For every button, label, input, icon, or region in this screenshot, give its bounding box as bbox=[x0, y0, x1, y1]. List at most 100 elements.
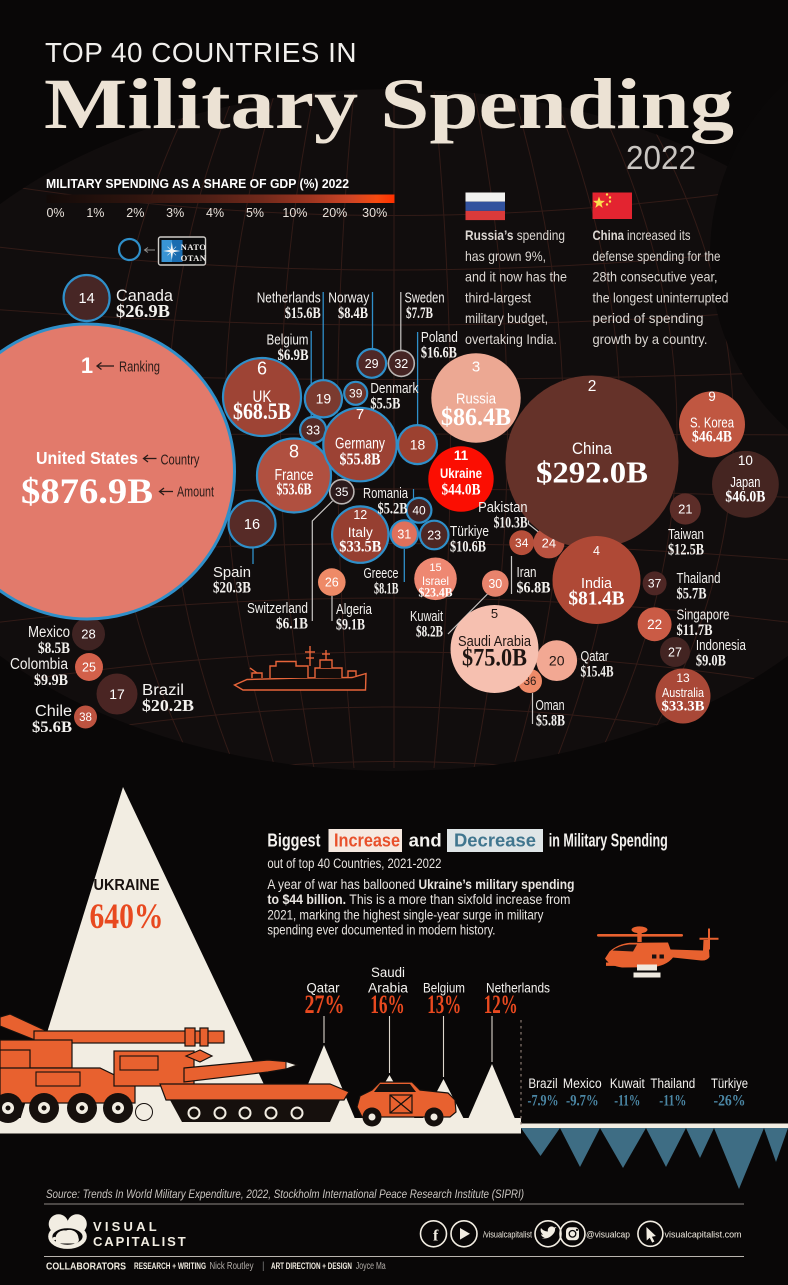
svg-text:COLLABORATORS: COLLABORATORS bbox=[46, 1261, 126, 1273]
svg-text:military budget,: military budget, bbox=[465, 311, 548, 326]
svg-text:12: 12 bbox=[353, 508, 367, 522]
svg-text:Algeria: Algeria bbox=[336, 601, 372, 618]
svg-text:$75.0B: $75.0B bbox=[462, 645, 527, 672]
svg-text:Nick Routley: Nick Routley bbox=[210, 1261, 254, 1272]
svg-text:VISUAL: VISUAL bbox=[93, 1219, 160, 1234]
svg-text:28th consecutive year,: 28th consecutive year, bbox=[593, 270, 718, 285]
svg-text:Türkiye: Türkiye bbox=[711, 1076, 748, 1091]
svg-text:|: | bbox=[262, 1261, 265, 1272]
svg-text:32: 32 bbox=[394, 357, 408, 371]
svg-text:$53.6B: $53.6B bbox=[277, 480, 312, 499]
svg-text:defense spending for the: defense spending for the bbox=[593, 249, 721, 264]
svg-text:37: 37 bbox=[648, 577, 662, 591]
svg-text:$15.4B: $15.4B bbox=[581, 664, 614, 681]
svg-text:36: 36 bbox=[524, 676, 537, 688]
svg-text:27: 27 bbox=[668, 645, 682, 659]
svg-text:$5.8B: $5.8B bbox=[536, 713, 565, 730]
svg-text:-7.9%: -7.9% bbox=[528, 1093, 559, 1110]
svg-text:35: 35 bbox=[335, 485, 349, 499]
svg-text:Switzerland: Switzerland bbox=[247, 600, 308, 617]
svg-text:$6.9B: $6.9B bbox=[278, 347, 309, 364]
svg-text:7: 7 bbox=[356, 406, 364, 423]
svg-text:$33.5B: $33.5B bbox=[339, 539, 381, 556]
svg-text:6: 6 bbox=[257, 359, 267, 379]
svg-text:Netherlands: Netherlands bbox=[257, 290, 321, 307]
svg-text:Türkiye: Türkiye bbox=[450, 523, 489, 540]
svg-text:$6.1B: $6.1B bbox=[276, 616, 308, 633]
svg-text:Saudi: Saudi bbox=[371, 965, 405, 980]
svg-text:France: France bbox=[275, 467, 314, 484]
svg-text:13%: 13% bbox=[427, 990, 461, 1019]
svg-text:1: 1 bbox=[81, 353, 93, 378]
svg-text:$292.0B: $292.0B bbox=[536, 455, 648, 490]
svg-text:$9.0B: $9.0B bbox=[696, 653, 726, 670]
svg-text:10: 10 bbox=[738, 453, 753, 468]
svg-text:TOP 40 COUNTRIES IN: TOP 40 COUNTRIES IN bbox=[45, 37, 357, 68]
svg-text:NATO: NATO bbox=[181, 242, 207, 252]
svg-text:5%: 5% bbox=[246, 206, 264, 220]
svg-text:@visualcap: @visualcap bbox=[586, 1229, 630, 1240]
svg-text:Chile: Chile bbox=[35, 703, 72, 720]
svg-text:Military Spending: Military Spending bbox=[44, 64, 734, 144]
svg-text:ART DIRECTION + DESIGN: ART DIRECTION + DESIGN bbox=[271, 1261, 352, 1272]
svg-text:Poland: Poland bbox=[421, 329, 458, 346]
svg-text:RESEARCH + WRITING: RESEARCH + WRITING bbox=[134, 1261, 206, 1272]
svg-text:$8.4B: $8.4B bbox=[338, 305, 368, 322]
svg-text:30: 30 bbox=[488, 577, 502, 591]
svg-text:1%: 1% bbox=[86, 206, 104, 220]
svg-text:$5.2B: $5.2B bbox=[378, 501, 408, 518]
svg-text:14: 14 bbox=[79, 291, 95, 307]
svg-text:Pakistan: Pakistan bbox=[478, 499, 528, 516]
svg-text:$33.3B: $33.3B bbox=[662, 699, 705, 715]
svg-text:22: 22 bbox=[647, 617, 662, 632]
svg-text:3: 3 bbox=[472, 359, 480, 376]
svg-text:13: 13 bbox=[676, 671, 690, 685]
svg-text:Saudi Arabia: Saudi Arabia bbox=[458, 634, 532, 650]
svg-text:Qatar: Qatar bbox=[581, 648, 609, 665]
svg-text:18: 18 bbox=[410, 437, 426, 453]
svg-text:Arabia: Arabia bbox=[368, 981, 408, 996]
svg-text:Amount: Amount bbox=[177, 484, 215, 501]
svg-text:Mexico: Mexico bbox=[563, 1076, 602, 1091]
svg-text:26: 26 bbox=[325, 575, 339, 589]
svg-text:17: 17 bbox=[109, 686, 125, 702]
svg-text:25: 25 bbox=[82, 660, 96, 674]
svg-text:16%: 16% bbox=[370, 990, 405, 1019]
svg-text:Decrease: Decrease bbox=[454, 831, 536, 851]
svg-text:$5.6B: $5.6B bbox=[32, 719, 72, 736]
svg-text:-9.7%: -9.7% bbox=[566, 1093, 599, 1110]
svg-text:Belgium: Belgium bbox=[423, 981, 465, 996]
svg-text:Japan: Japan bbox=[730, 474, 760, 491]
svg-text:Singapore: Singapore bbox=[677, 607, 730, 624]
svg-text:$12.5B: $12.5B bbox=[668, 542, 704, 559]
svg-text:Kuwait: Kuwait bbox=[610, 1076, 645, 1091]
svg-text:$5.5B: $5.5B bbox=[370, 396, 400, 413]
svg-text:8: 8 bbox=[289, 442, 299, 462]
svg-text:Thailand: Thailand bbox=[677, 570, 721, 587]
svg-text:has grown 9%,: has grown 9%, bbox=[465, 249, 546, 264]
svg-text:2021, marking the highest sing: 2021, marking the highest single-year su… bbox=[267, 907, 543, 922]
svg-text:CAPITALIST: CAPITALIST bbox=[93, 1234, 188, 1249]
svg-text:Taiwan: Taiwan bbox=[668, 526, 704, 543]
svg-text:34: 34 bbox=[515, 536, 529, 550]
svg-text:Italy: Italy bbox=[348, 525, 373, 540]
svg-text:Australia: Australia bbox=[662, 685, 705, 700]
svg-text:visualcapitalist.com: visualcapitalist.com bbox=[665, 1229, 742, 1240]
svg-text:China: China bbox=[572, 440, 613, 458]
svg-text:39: 39 bbox=[349, 387, 363, 401]
svg-text:2%: 2% bbox=[126, 206, 144, 220]
svg-text:Brazil: Brazil bbox=[142, 682, 184, 699]
svg-text:/visualcapitalist: /visualcapitalist bbox=[483, 1229, 532, 1240]
svg-text:$15.6B: $15.6B bbox=[285, 305, 321, 322]
svg-text:Oman: Oman bbox=[536, 697, 565, 714]
svg-text:Belgium: Belgium bbox=[267, 332, 309, 349]
svg-text:Colombia: Colombia bbox=[10, 656, 68, 673]
svg-text:Russia: Russia bbox=[456, 391, 497, 408]
svg-text:Russia’s spending: Russia’s spending bbox=[465, 228, 565, 243]
svg-text:$23.4B: $23.4B bbox=[419, 585, 453, 600]
svg-text:0%: 0% bbox=[46, 206, 64, 220]
svg-text:10%: 10% bbox=[282, 206, 307, 220]
svg-text:Netherlands: Netherlands bbox=[486, 981, 550, 996]
svg-text:640%: 640% bbox=[90, 896, 164, 936]
svg-text:4%: 4% bbox=[206, 206, 224, 220]
